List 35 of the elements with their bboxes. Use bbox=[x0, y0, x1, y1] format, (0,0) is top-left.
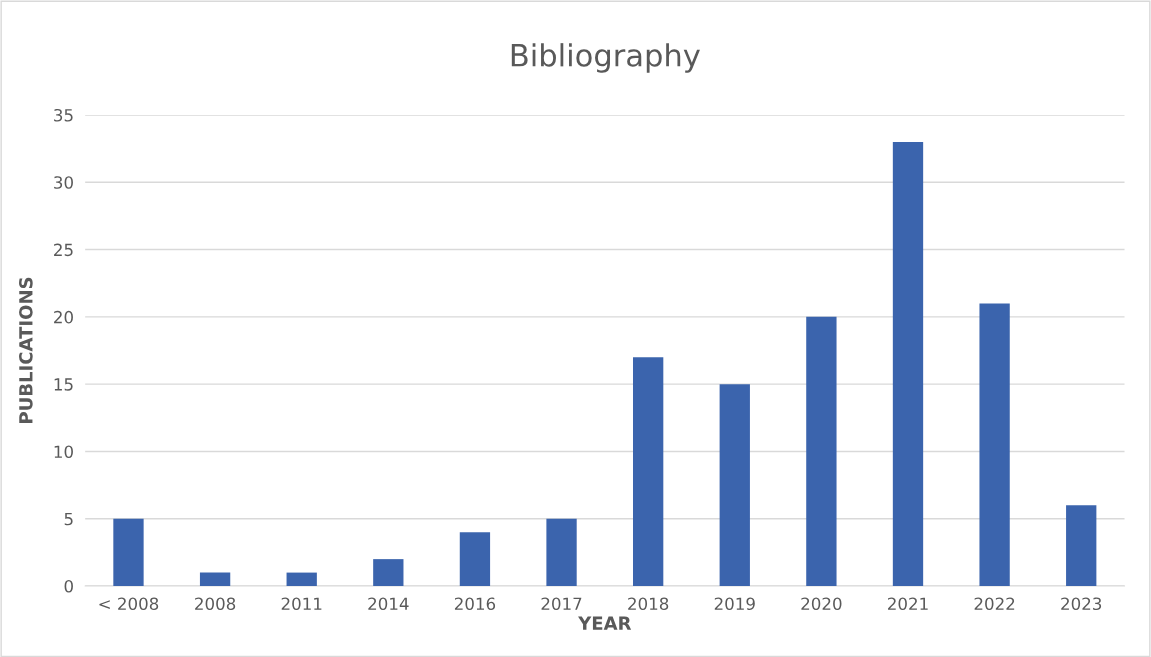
x-tick-label: 2019 bbox=[714, 597, 755, 611]
bar bbox=[113, 518, 144, 587]
bar bbox=[546, 518, 577, 587]
bar bbox=[979, 303, 1010, 587]
bar bbox=[892, 141, 924, 587]
bar bbox=[373, 559, 404, 587]
y-tick-label: 35 bbox=[54, 108, 73, 122]
y-tick-label: 0 bbox=[64, 580, 73, 593]
x-tick-label: < 2008 bbox=[99, 597, 159, 611]
x-axis-title: YEAR bbox=[578, 616, 632, 630]
y-tick-label: 20 bbox=[54, 310, 73, 324]
bar bbox=[633, 357, 664, 587]
x-tick-label: 2020 bbox=[801, 597, 842, 611]
y-tick-label: 15 bbox=[54, 378, 73, 391]
bar bbox=[806, 316, 837, 587]
x-tick-label: 2018 bbox=[628, 597, 669, 611]
x-tick-label: 2017 bbox=[541, 597, 582, 611]
bar bbox=[286, 572, 317, 587]
x-tick-label: 2008 bbox=[195, 597, 236, 611]
bar bbox=[1066, 505, 1097, 587]
x-tick-label: 2023 bbox=[1061, 597, 1102, 611]
chart-title: Bibliography bbox=[511, 43, 700, 73]
x-tick-label: 2011 bbox=[281, 597, 322, 611]
bar bbox=[459, 532, 491, 587]
x-tick-label: 2021 bbox=[888, 597, 928, 611]
x-tick-label: 2014 bbox=[368, 597, 409, 611]
y-tick-label: 5 bbox=[64, 512, 73, 526]
x-tick-label: 2016 bbox=[454, 597, 496, 611]
bar bbox=[719, 384, 750, 587]
y-tick-label: 25 bbox=[54, 243, 73, 257]
y-tick-label: 10 bbox=[54, 445, 73, 459]
y-tick-label: 30 bbox=[54, 176, 73, 189]
bar bbox=[199, 572, 231, 587]
y-axis-title: PUBLICATIONS bbox=[19, 277, 33, 423]
x-tick-label: 2022 bbox=[974, 597, 1015, 611]
